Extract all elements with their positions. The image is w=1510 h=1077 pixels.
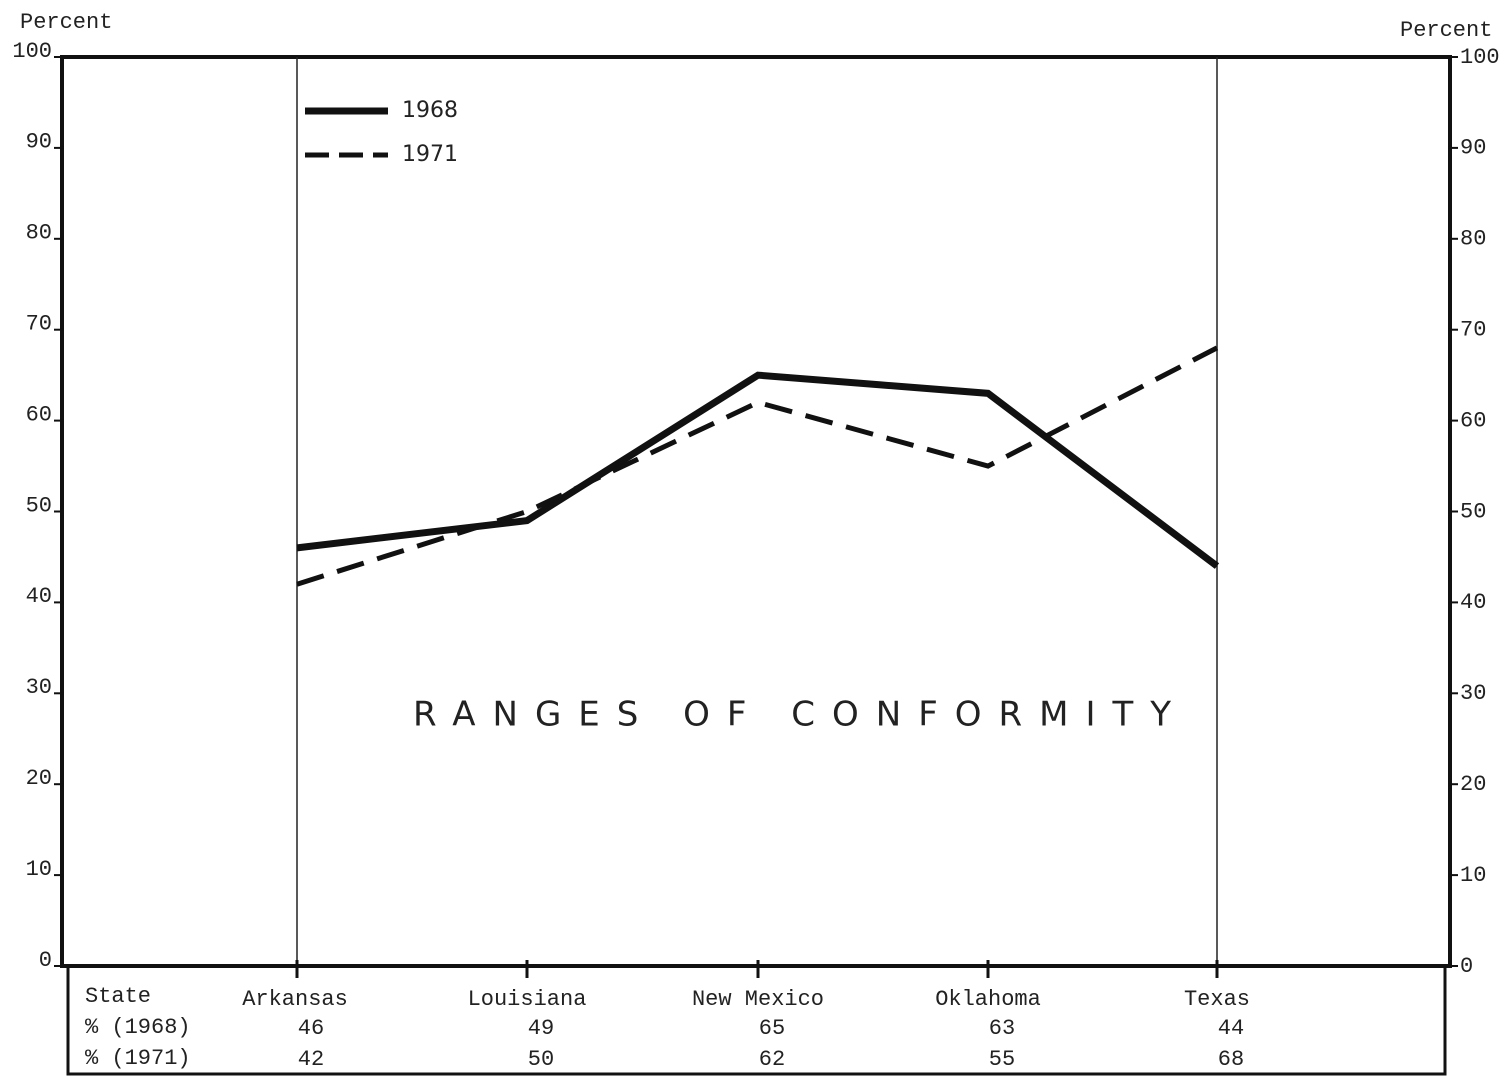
x-tick-label: New Mexico: [692, 987, 824, 1012]
y2-tick-label: 20: [1460, 772, 1486, 797]
y-tick-label: 30: [26, 675, 52, 700]
y2-tick-label: 30: [1460, 681, 1486, 706]
x-tick-label: Louisiana: [468, 987, 587, 1012]
annotation: RANGES OF CONFORMITY: [413, 695, 1188, 735]
y2-tick-label: 40: [1460, 590, 1486, 615]
y2-axis-label: Percent: [1400, 18, 1492, 43]
table-value: 62: [759, 1047, 785, 1072]
y2-tick-label: 100: [1460, 45, 1500, 70]
y-tick-label: 90: [26, 130, 52, 155]
series-line: [296, 345, 1219, 587]
plot-frame: [60, 55, 1452, 968]
y-axis-label: Percent: [20, 10, 112, 35]
y-tick-label: 50: [26, 493, 52, 518]
legend-label: 1971: [402, 142, 458, 167]
y-tick-label: 20: [26, 766, 52, 791]
x-tick-label: Texas: [1184, 987, 1250, 1012]
table-header: State: [85, 984, 151, 1009]
y-tick-label: 60: [26, 402, 52, 427]
table-value: 42: [298, 1047, 324, 1072]
table-value: 55: [989, 1047, 1015, 1072]
legend-label: 1968: [402, 98, 458, 123]
y-tick-label: 100: [12, 39, 52, 64]
y-tick-label: 40: [26, 584, 52, 609]
table-value: 65: [759, 1016, 785, 1041]
y2-tick-label: 80: [1460, 227, 1486, 252]
table-value: 46: [298, 1016, 324, 1041]
table-value: 68: [1218, 1047, 1244, 1072]
y-tick-label: 80: [26, 221, 52, 246]
table-value: 50: [528, 1047, 554, 1072]
table-row-label: % (1971): [85, 1046, 191, 1071]
y2-tick-label: 90: [1460, 136, 1486, 161]
y2-tick-label: 70: [1460, 318, 1486, 343]
x-tick-label: Oklahoma: [935, 987, 1041, 1012]
y2-tick-label: 50: [1460, 499, 1486, 524]
y-tick-label: 0: [39, 948, 52, 973]
y2-tick-label: 10: [1460, 863, 1486, 888]
y2-tick-label: 60: [1460, 408, 1486, 433]
y-tick-label: 70: [26, 312, 52, 337]
table-value: 49: [528, 1016, 554, 1041]
series-line: [296, 371, 1220, 569]
y-tick-label: 10: [26, 857, 52, 882]
table-row-label: % (1968): [85, 1015, 191, 1040]
y2-tick-label: 0: [1460, 954, 1473, 979]
table-value: 63: [989, 1016, 1015, 1041]
x-tick-label: Arkansas: [242, 987, 348, 1012]
table-value: 44: [1218, 1016, 1244, 1041]
